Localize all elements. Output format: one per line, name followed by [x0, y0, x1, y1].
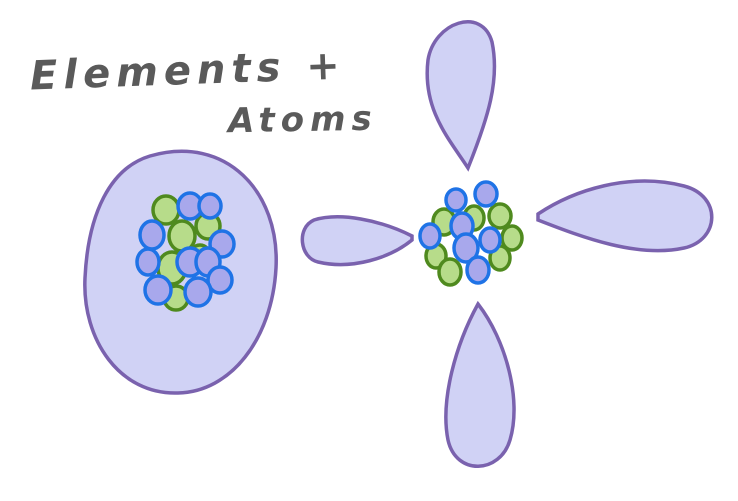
proton [138, 219, 166, 251]
orbital-lobe-top [425, 20, 497, 172]
proton [206, 265, 234, 295]
proton [143, 274, 173, 306]
proton [444, 187, 468, 213]
proton [197, 192, 223, 220]
orbital-lobe-bottom [444, 300, 516, 468]
proton [452, 232, 480, 264]
orbital-lobe-left [300, 215, 414, 267]
proton [478, 226, 502, 254]
proton [183, 276, 213, 308]
proton [135, 247, 161, 277]
neutron [151, 194, 181, 226]
neutron [500, 224, 524, 252]
nucleus-left [135, 191, 236, 312]
neutron [437, 257, 463, 287]
atom-p-orbital [300, 20, 714, 468]
atom-s-orbital [83, 149, 278, 395]
orbital-lobe-right [536, 179, 714, 253]
proton [473, 180, 499, 208]
proton [465, 255, 491, 285]
neutron [487, 202, 513, 230]
proton [418, 222, 442, 250]
nucleus-right [418, 180, 524, 287]
